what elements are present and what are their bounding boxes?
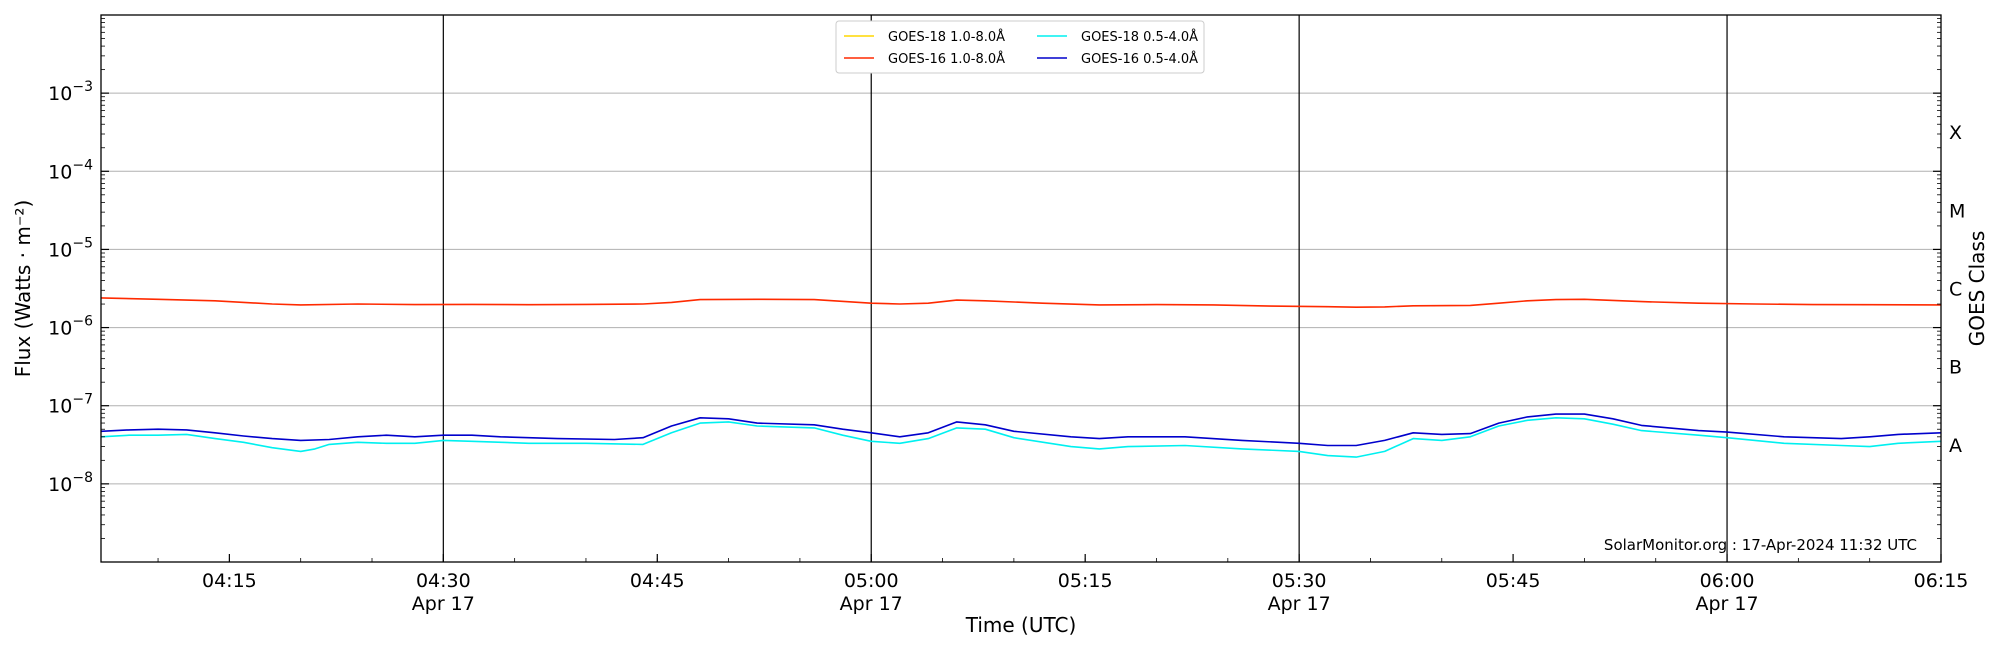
y-tick-label: 10−8	[48, 470, 93, 496]
series-line-goes-16-1-0-8-0-	[100, 297, 1942, 309]
legend: GOES-18 1.0-8.0Å GOES-16 1.0-8.0Å GOES-18 …	[835, 20, 1205, 74]
legend-box	[835, 20, 1205, 74]
legend-entry: GOES-18 1.0-8.0Å	[888, 29, 1005, 45]
goes-class-c: C	[1949, 279, 1962, 301]
x-tick-label: 06:00	[1700, 570, 1755, 592]
x-tick-label: 05:30	[1272, 570, 1327, 592]
goes-class-m: M	[1949, 200, 1965, 222]
x-axis-label: Time (UTC)	[965, 613, 1077, 637]
y-tick-label: 10−3	[48, 79, 93, 105]
plot-frame	[100, 14, 1942, 563]
x-tick-label: 05:45	[1486, 570, 1541, 592]
day-boundary-lines	[442, 15, 1728, 562]
legend-entry: GOES-18 0.5-4.0Å	[1081, 29, 1198, 45]
series-line-goes-18-0-5-4-0-	[100, 416, 1942, 458]
goes-class-b: B	[1949, 357, 1962, 379]
y-tick-label: 10−4	[48, 157, 93, 183]
y-tick-label: 10−6	[48, 314, 93, 340]
x-tick-label: 06:15	[1914, 570, 1969, 592]
x-tick-label: 05:00	[844, 570, 899, 592]
data-series	[100, 297, 1942, 458]
x-tick-label: 04:15	[202, 570, 257, 592]
x-tick-date-label: Apr 17	[412, 593, 475, 615]
x-tick-label: 05:15	[1058, 570, 1113, 592]
goes-class-axis-label: GOES Class	[1965, 231, 1989, 347]
y-axis-label: Flux (Watts · m⁻²)	[11, 200, 35, 378]
series-line-goes-16-0-5-4-0-	[100, 413, 1942, 447]
x-tick-date-label: Apr 17	[1268, 593, 1331, 615]
legend-entry: GOES-16 1.0-8.0Å	[888, 51, 1005, 67]
grid-lines	[101, 92, 1941, 485]
x-tick-date-label: Apr 17	[840, 593, 903, 615]
y-tick-label: 10−7	[48, 392, 93, 418]
y-tick-label: 10−5	[48, 235, 93, 261]
goes-class-a: A	[1949, 435, 1962, 457]
x-tick-label: 04:45	[630, 570, 685, 592]
goes-class-labels: A B C M X	[1949, 122, 1965, 457]
legend-entry: GOES-16 0.5-4.0Å	[1081, 51, 1198, 67]
goes-class-x: X	[1949, 122, 1962, 144]
axis-ticks	[101, 18, 1942, 562]
source-annotation: SolarMonitor.org : 17-Apr-2024 11:32 UTC	[1604, 536, 1917, 554]
x-tick-date-label: Apr 17	[1695, 593, 1758, 615]
x-tick-label: 04:30	[416, 570, 471, 592]
